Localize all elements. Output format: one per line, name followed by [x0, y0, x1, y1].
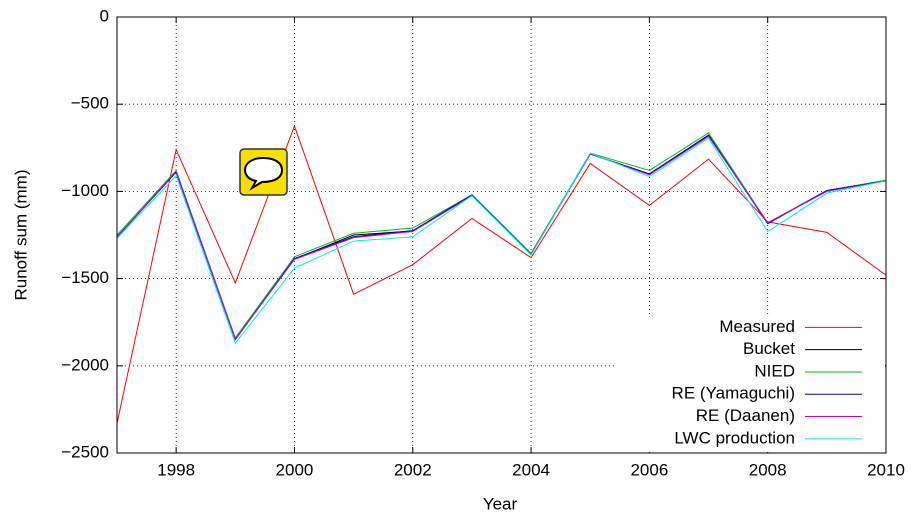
y-tick-label: −1000	[61, 181, 109, 200]
x-tick-label: 2004	[512, 460, 550, 479]
x-tick-label: 2006	[630, 460, 668, 479]
plot-frame	[116, 16, 887, 454]
x-axis-label: Year	[483, 494, 518, 513]
legend-label: Bucket	[743, 339, 795, 358]
legend-label: LWC production	[674, 428, 795, 447]
legend-label: NIED	[754, 361, 795, 380]
y-tick-label: −2000	[61, 355, 109, 374]
data-line	[116, 134, 887, 340]
x-tick-label: 2000	[276, 460, 314, 479]
legend-label: RE (Yamaguchi)	[672, 384, 795, 403]
y-tick-label: 0	[100, 6, 109, 25]
y-tick-label: −1500	[61, 268, 109, 287]
icon-bubble	[243, 156, 284, 191]
data-line	[116, 132, 887, 339]
y-tick-label: −2500	[61, 442, 109, 461]
legend-box	[615, 314, 885, 452]
x-tick-label: 2010	[867, 460, 905, 479]
data-line	[116, 137, 887, 345]
data-line	[116, 124, 887, 424]
legend-label: RE (Daanen)	[696, 406, 795, 425]
legend-label: Measured	[719, 317, 795, 336]
y-tick-label: −500	[71, 94, 109, 113]
y-axis-label: Runoff sum (mm)	[11, 170, 30, 301]
x-tick-label: 1998	[157, 460, 195, 479]
x-tick-label: 2002	[394, 460, 432, 479]
comment-icon[interactable]	[239, 148, 288, 196]
x-tick-label: 2008	[749, 460, 787, 479]
